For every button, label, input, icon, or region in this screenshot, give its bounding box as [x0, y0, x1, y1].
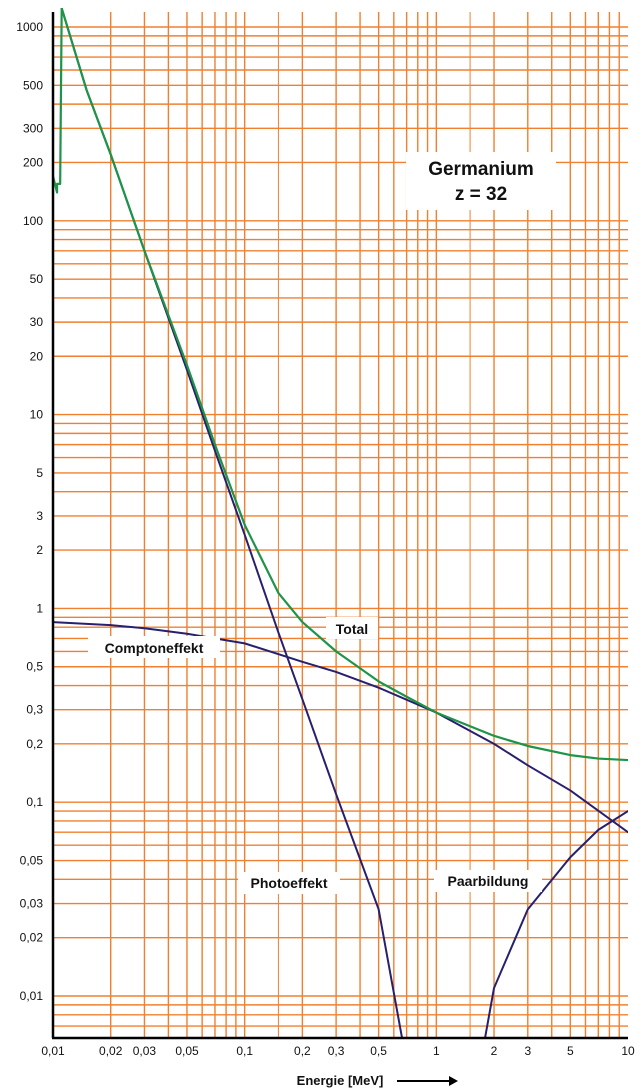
y-tick-label: 50: [30, 272, 44, 286]
y-tick-label: 100: [23, 214, 43, 228]
x-tick-label: 5: [567, 1044, 574, 1058]
x-tick-label: 3: [524, 1044, 531, 1058]
x-tick-label: 0,2: [294, 1044, 311, 1058]
y-tick-label: 200: [23, 156, 43, 170]
chart-subtitle: z = 32: [455, 184, 507, 205]
title-box: Germanium z = 32: [406, 152, 556, 210]
y-tick-label: 300: [23, 121, 43, 135]
x-tick-label: 0,03: [133, 1044, 157, 1058]
compton-label: Comptoneffekt: [105, 640, 204, 656]
y-tick-label: 1000: [16, 20, 43, 34]
y-tick-label: 0,02: [20, 931, 44, 945]
y-tick-label: 0,5: [26, 660, 43, 674]
x-tick-label: 0,5: [370, 1044, 387, 1058]
photo-label-background: [238, 872, 340, 894]
y-tick-label: 0,01: [20, 989, 44, 1003]
x-tick-label: 2: [491, 1044, 498, 1058]
x-tick-label: 0,05: [175, 1044, 199, 1058]
y-tick-label: 1: [36, 601, 43, 615]
x-tick-label: 1: [433, 1044, 440, 1058]
total-curve: [53, 8, 628, 762]
compton-curve: [53, 621, 628, 834]
y-tick-label: 0,3: [26, 703, 43, 717]
y-tick-label: 30: [30, 315, 44, 329]
x-axis-arrow-head: [449, 1076, 458, 1086]
photo-label: Photoeffekt: [251, 875, 328, 891]
y-tick-label: 0,2: [26, 737, 43, 751]
y-tick-label: 2: [36, 543, 43, 557]
x-axis-title: Energie [MeV]: [297, 1073, 458, 1088]
y-tick-label: 0,1: [26, 795, 43, 809]
y-tick-label: 0,05: [20, 854, 44, 868]
x-axis-label: Energie [MeV]: [297, 1073, 384, 1088]
pair-label: Paarbildung: [448, 873, 529, 889]
y-tick-label: 0,03: [20, 897, 44, 911]
y-tick-label: 3: [36, 509, 43, 523]
tick-labels: 1000 500 300 200 100 50 30 20 10 5 3 2 1 0,5 0,3 0,2 0,1…: [16, 20, 635, 1058]
curve-labels: Total Comptoneffekt Photoeffekt Paarbild…: [88, 617, 542, 894]
title-background: [406, 152, 556, 210]
total-label-background: [326, 617, 378, 639]
pair-curve: [484, 810, 628, 1038]
y-tick-label: 5: [36, 466, 43, 480]
y-tick-label: 10: [30, 408, 44, 422]
data-curves: [53, 8, 628, 1038]
y-tick-label: 20: [30, 349, 44, 363]
total-label: Total: [336, 621, 368, 637]
compton-label-background: [88, 636, 220, 658]
x-tick-label: 0,01: [41, 1044, 65, 1058]
pair-label-background: [434, 870, 542, 892]
x-tick-label: 10: [621, 1044, 635, 1058]
y-tick-label: 500: [23, 78, 43, 92]
chart-title: Germanium: [428, 159, 534, 180]
x-tick-label: 0,02: [99, 1044, 123, 1058]
axes: [51, 12, 628, 1040]
x-tick-label: 0,1: [236, 1044, 253, 1058]
x-tick-label: 0,3: [328, 1044, 345, 1058]
